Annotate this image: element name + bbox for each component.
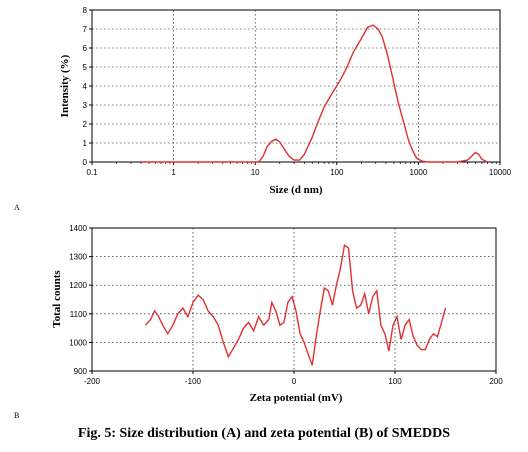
x-tick-label-a: 1 [171,168,176,177]
x-axis-label-b: Zeta potential (mV) [250,392,343,404]
y-tick-label-b: 1100 [70,310,88,319]
x-tick-label-a: 10 [251,168,260,177]
y-tick-label-b: 1200 [69,281,87,290]
x-tick-label-b: 100 [388,377,402,386]
y-ticks-a: 0 1 2 3 4 5 6 7 8 [83,6,92,167]
figure-caption: Fig. 5: Size distribution (A) and zeta p… [77,426,451,441]
y-tick-label-a: 4 [83,82,88,91]
size-distribution-chart: 0 1 2 3 4 5 6 7 8 0.1 1 10 100 1000 10000 Size (d nm)… [14,6,512,212]
y-tick-label-a: 2 [83,120,88,129]
y-tick-label-a: 0 [83,158,88,167]
size-distribution-line [141,24,488,163]
x-tick-label-a: 100 [330,168,344,177]
x-tick-label-b: -200 [84,377,101,386]
x-ticks-a: 0.1 1 10 100 1000 10000 [86,162,512,177]
panel-label-a: A [14,203,20,212]
y-tick-label-a: 8 [83,6,88,15]
y-tick-label-a: 6 [83,44,88,53]
y-tick-label-b: 1400 [69,224,87,233]
x-tick-label-b: -100 [185,377,202,386]
y-tick-label-b: 1300 [69,253,87,262]
y-axis-label-a: Intensity (%) [59,54,71,117]
y-tick-label-a: 5 [83,63,88,72]
y-tick-label-a: 3 [83,101,88,110]
x-tick-label-a: 1000 [410,168,428,177]
panel-label-b: B [14,411,19,420]
y-axis-label-b: Total counts [51,270,63,328]
y-ticks-b: 900 1000 1100 1200 1300 1400 [69,224,92,376]
y-tick-label-b: 1000 [69,338,87,347]
x-tick-label-b: 0 [292,377,297,386]
x-tick-label-a: 0.1 [86,168,98,177]
x-tick-label-a: 10000 [489,168,512,177]
zeta-potential-line [144,243,447,366]
y-tick-label-a: 7 [83,25,88,34]
x-ticks-b: -200 -100 0 100 200 [84,371,503,386]
y-tick-label-b: 900 [74,367,88,376]
x-axis-label-a: Size (d nm) [269,184,323,196]
grid-a [92,10,500,162]
y-tick-label-a: 1 [83,139,88,148]
x-tick-label-b: 200 [489,377,503,386]
grid-b [92,228,496,371]
